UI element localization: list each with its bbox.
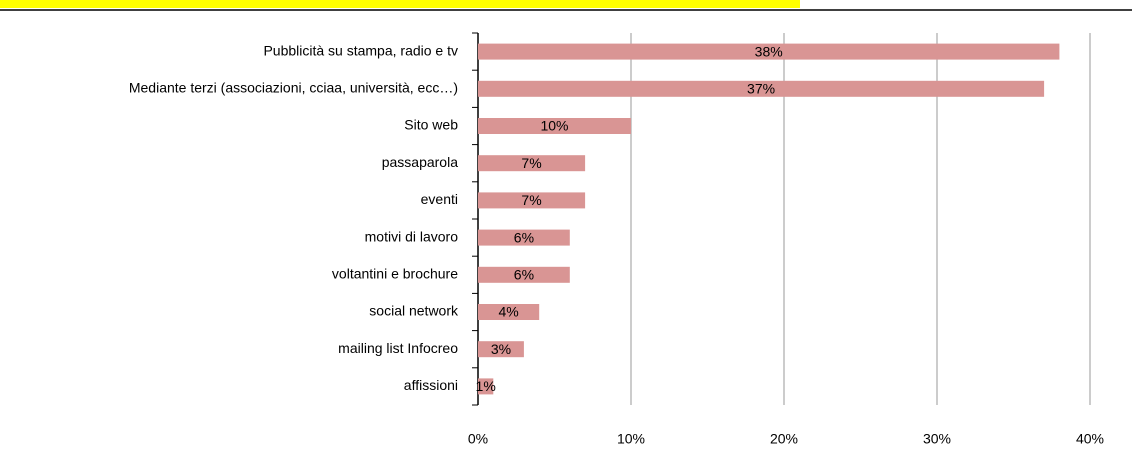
y-tick-label: motivi di lavoro bbox=[365, 228, 459, 244]
x-tick-label: 40% bbox=[1076, 431, 1104, 447]
bar bbox=[478, 304, 540, 320]
data-label: 7% bbox=[521, 155, 541, 171]
y-tick-label: Pubblicità su stampa, radio e tv bbox=[263, 42, 458, 58]
y-tick-label: social network bbox=[369, 303, 459, 319]
data-label: 4% bbox=[498, 304, 518, 320]
data-label: 3% bbox=[491, 341, 511, 357]
data-label: 10% bbox=[540, 118, 568, 134]
y-tick-label: Mediante terzi (associazioni, cciaa, uni… bbox=[129, 80, 458, 96]
bar bbox=[478, 192, 586, 209]
highlight-band bbox=[0, 0, 800, 8]
y-tick-label: voltantini e brochure bbox=[332, 266, 458, 282]
data-label: 6% bbox=[514, 229, 534, 245]
bar bbox=[478, 80, 1045, 97]
bar bbox=[478, 341, 524, 358]
bar bbox=[478, 118, 631, 134]
x-tick-label: 0% bbox=[468, 431, 488, 447]
data-label: 37% bbox=[747, 81, 775, 97]
y-tick-label: eventi bbox=[421, 191, 458, 207]
y-tick-label: mailing list Infocreo bbox=[338, 340, 458, 356]
bar bbox=[478, 43, 1060, 60]
data-label: 1% bbox=[476, 378, 496, 394]
bar bbox=[478, 266, 570, 283]
data-label: 6% bbox=[514, 267, 534, 283]
bar bbox=[478, 378, 494, 395]
x-tick-label: 10% bbox=[617, 431, 645, 447]
y-tick-label: passaparola bbox=[382, 154, 458, 170]
bar bbox=[478, 229, 570, 246]
y-tick-label: Sito web bbox=[404, 117, 458, 133]
x-tick-label: 20% bbox=[770, 431, 798, 447]
data-label: 38% bbox=[755, 43, 783, 59]
x-tick-label: 30% bbox=[923, 431, 951, 447]
y-tick-label: affissioni bbox=[404, 377, 458, 393]
bar bbox=[478, 155, 586, 172]
data-label: 7% bbox=[521, 192, 541, 208]
